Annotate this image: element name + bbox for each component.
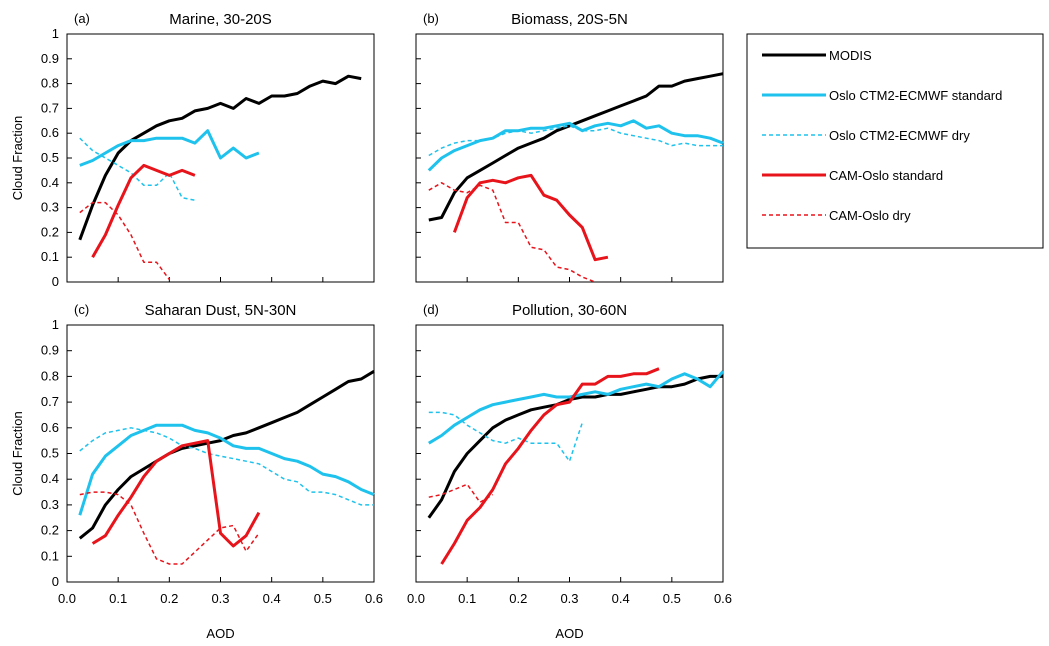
x-tick-label: 0.0 bbox=[58, 591, 76, 606]
series-line-cam-oslo-dry bbox=[79, 201, 170, 280]
legend-label: Oslo CTM2-ECMWF standard bbox=[829, 88, 1002, 103]
legend-entries: MODIS Oslo CTM2-ECMWF standard Oslo CTM2-E… bbox=[762, 48, 1002, 223]
y-tick-label: 0.3 bbox=[41, 497, 59, 512]
series-line-modis bbox=[428, 72, 724, 222]
series-line-cam-oslo-standard bbox=[91, 163, 196, 258]
chart-panel-2: 0 0.1 0.2 0.3 0.4 0.5 0.6 0.7 0.8 0.9 1 0.0 0.1 0.2 0.… bbox=[10, 302, 383, 641]
legend-entry: MODIS bbox=[762, 48, 872, 63]
y-tick-label: 0 bbox=[52, 574, 59, 589]
series-line-oslo-ctm2-ecmwf-standard bbox=[428, 370, 725, 445]
y-tick-label: 0.1 bbox=[41, 249, 59, 264]
x-tick-label: 0.5 bbox=[314, 591, 332, 606]
x-tick-label: 0.3 bbox=[560, 591, 578, 606]
legend: MODIS Oslo CTM2-ECMWF standard Oslo CTM2-E… bbox=[746, 33, 1044, 249]
y-tick-label: 1 bbox=[52, 26, 59, 41]
x-tick-label: 0.3 bbox=[211, 591, 229, 606]
legend-entry: CAM-Oslo standard bbox=[762, 168, 943, 183]
series-line-modis bbox=[78, 370, 375, 540]
y-tick-label: 0 bbox=[52, 274, 59, 289]
panel-letter: (a) bbox=[74, 11, 90, 26]
series-line-cam-oslo-dry bbox=[79, 491, 260, 565]
panel-title: Marine, 30-20S bbox=[169, 11, 272, 28]
x-tick-label: 0.0 bbox=[407, 591, 425, 606]
series-line-cam-oslo-dry bbox=[428, 483, 494, 504]
legend-entry: Oslo CTM2-ECMWF dry bbox=[762, 128, 970, 143]
legend-label: CAM-Oslo standard bbox=[829, 168, 943, 183]
legend-frame bbox=[746, 33, 1044, 249]
y-tick-label: 0.9 bbox=[41, 343, 59, 358]
panel-title: Saharan Dust, 5N-30N bbox=[145, 302, 297, 319]
y-tick-label: 0.1 bbox=[41, 548, 59, 563]
chart-panel-0: 0 0.1 0.2 0.3 0.4 0.5 0.6 0.7 0.8 0.9 1 (a) Marine, … bbox=[10, 11, 375, 289]
panel-letter: (b) bbox=[423, 11, 439, 26]
plot-frame bbox=[66, 324, 375, 583]
x-tick-label: 0.5 bbox=[663, 591, 681, 606]
series-line-cam-oslo-standard bbox=[440, 367, 660, 565]
y-tick-label: 0.6 bbox=[41, 125, 59, 140]
panels: 0 0.1 0.2 0.3 0.4 0.5 0.6 0.7 0.8 0.9 1 (a) Marine, … bbox=[10, 11, 732, 641]
series-line-modis bbox=[427, 374, 723, 519]
y-tick-label: 0.5 bbox=[41, 446, 59, 461]
y-axis-title: Cloud Fraction bbox=[10, 116, 25, 201]
plot-frame bbox=[415, 324, 724, 583]
x-tick-label: 0.1 bbox=[109, 591, 127, 606]
x-tick-label: 0.4 bbox=[263, 591, 281, 606]
y-tick-label: 0.8 bbox=[41, 76, 59, 91]
series-line-modis bbox=[78, 74, 362, 241]
y-axis-title: Cloud Fraction bbox=[10, 411, 25, 496]
x-tick-label: 0.6 bbox=[714, 591, 732, 606]
y-tick-label: 0.3 bbox=[41, 200, 59, 215]
y-tick-label: 0.2 bbox=[41, 224, 59, 239]
chart-panel-1: (b) Biomass, 20S-5N bbox=[415, 11, 724, 283]
panel-title: Pollution, 30-60N bbox=[512, 302, 627, 319]
y-tick-label: 0.7 bbox=[41, 394, 59, 409]
x-tick-label: 0.2 bbox=[509, 591, 527, 606]
y-tick-label: 0.4 bbox=[41, 471, 59, 486]
series-line-oslo-ctm2-ecmwf-dry bbox=[79, 137, 196, 201]
y-tick-label: 0.4 bbox=[41, 175, 59, 190]
series-line-oslo-ctm2-ecmwf-dry bbox=[428, 411, 584, 462]
plot-frame bbox=[415, 33, 724, 283]
legend-label: MODIS bbox=[829, 48, 872, 63]
x-tick-label: 0.6 bbox=[365, 591, 383, 606]
y-tick-label: 1 bbox=[52, 317, 59, 332]
x-axis-title: AOD bbox=[555, 626, 583, 641]
series-line-oslo-ctm2-ecmwf-standard bbox=[427, 119, 724, 172]
x-tick-label: 0.4 bbox=[612, 591, 630, 606]
y-tick-label: 0.9 bbox=[41, 51, 59, 66]
panel-title: Biomass, 20S-5N bbox=[511, 11, 628, 28]
series-line-cam-oslo-standard bbox=[452, 173, 609, 262]
series-line-cam-oslo-dry bbox=[428, 182, 596, 283]
panel-letter: (c) bbox=[74, 302, 89, 317]
legend-label: Oslo CTM2-ECMWF dry bbox=[829, 128, 970, 143]
x-axis-title: AOD bbox=[206, 626, 234, 641]
y-tick-label: 0.2 bbox=[41, 523, 59, 538]
series-line-cam-oslo-standard bbox=[91, 439, 261, 548]
panel-letter: (d) bbox=[423, 302, 439, 317]
legend-entry: CAM-Oslo dry bbox=[762, 208, 911, 223]
legend-entry: Oslo CTM2-ECMWF standard bbox=[762, 88, 1002, 103]
y-tick-label: 0.5 bbox=[41, 150, 59, 165]
x-tick-label: 0.1 bbox=[458, 591, 476, 606]
chart-panel-3: 0.0 0.1 0.2 0.3 0.4 0.5 0.6 (d) Pollution, 30-60… bbox=[407, 302, 732, 641]
series-line-oslo-ctm2-ecmwf-dry bbox=[428, 125, 723, 157]
y-tick-label: 0.6 bbox=[41, 420, 59, 435]
series-line-oslo-ctm2-ecmwf-standard bbox=[79, 129, 260, 167]
legend-label: CAM-Oslo dry bbox=[829, 208, 911, 223]
y-tick-label: 0.7 bbox=[41, 100, 59, 115]
series-line-oslo-ctm2-ecmwf-standard bbox=[78, 423, 375, 516]
y-tick-label: 0.8 bbox=[41, 368, 59, 383]
x-tick-label: 0.2 bbox=[160, 591, 178, 606]
